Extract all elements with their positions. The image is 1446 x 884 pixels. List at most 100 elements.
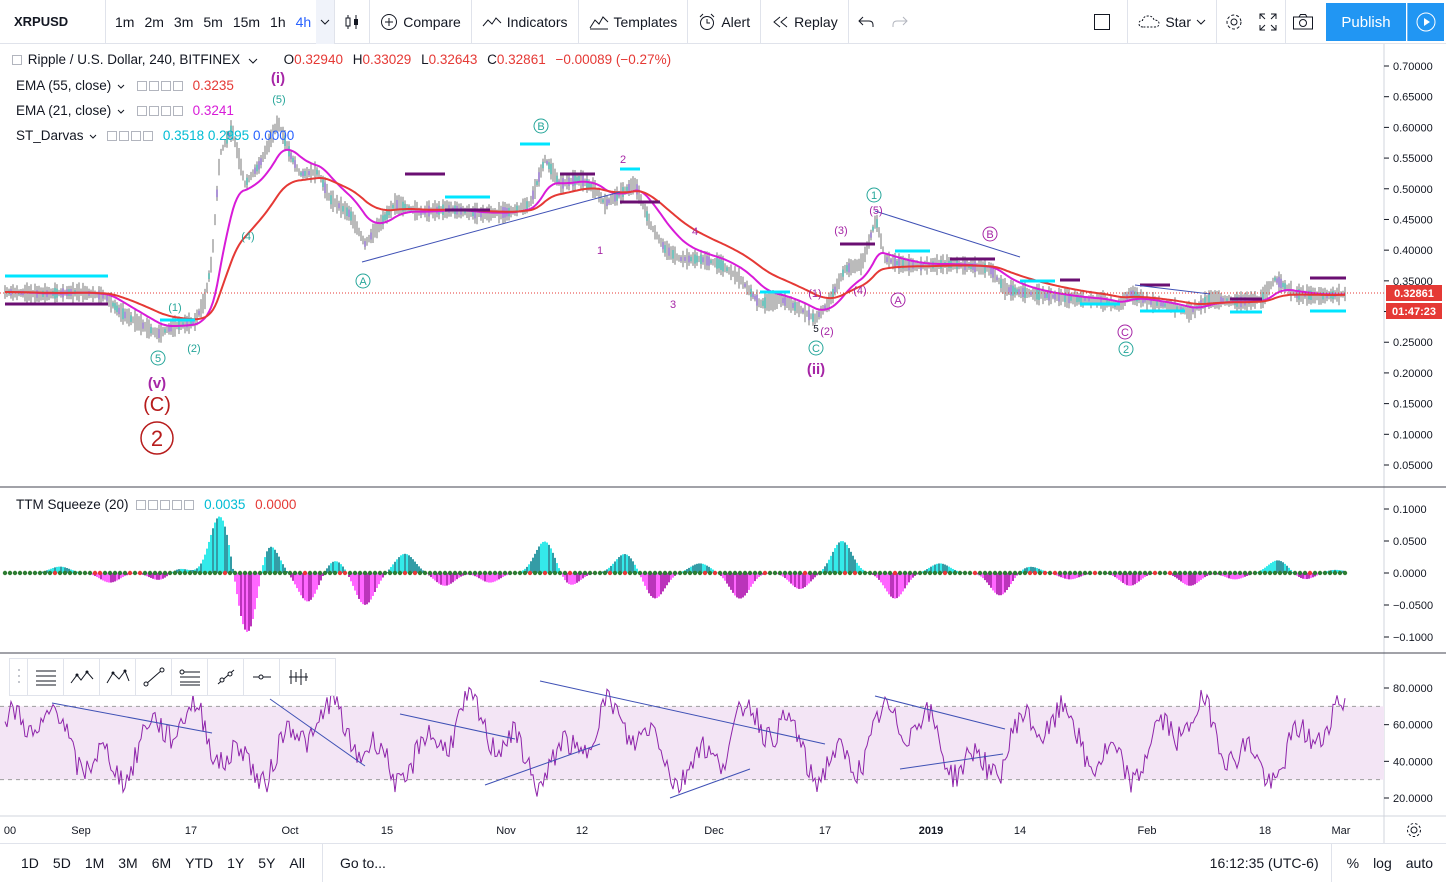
plus-icon[interactable] bbox=[160, 81, 171, 91]
range-6m[interactable]: 6M bbox=[151, 854, 172, 871]
interval-2m[interactable]: 2m bbox=[144, 13, 164, 30]
publish-button[interactable]: Publish bbox=[1326, 3, 1406, 41]
ttm-dot bbox=[132, 570, 138, 576]
ttm-dot bbox=[762, 570, 768, 576]
auto-toggle[interactable]: auto bbox=[1405, 854, 1433, 871]
ttm-dot bbox=[947, 570, 953, 576]
time-axis-label: Mar bbox=[1332, 825, 1351, 837]
redo-icon[interactable] bbox=[883, 0, 917, 44]
plus-icon[interactable] bbox=[160, 106, 171, 116]
plus-icon[interactable] bbox=[172, 500, 183, 510]
plus-icon[interactable] bbox=[131, 131, 142, 141]
horizontal-ray-icon[interactable] bbox=[244, 659, 280, 695]
camera-icon[interactable] bbox=[1286, 0, 1320, 44]
collapse-icon[interactable] bbox=[12, 55, 22, 65]
ttm-dot bbox=[912, 570, 918, 576]
interval-3m[interactable]: 3m bbox=[173, 13, 194, 30]
range-1y[interactable]: 1Y bbox=[227, 854, 245, 871]
ema21-legend[interactable]: EMA (21, close) 0.3241 bbox=[16, 103, 234, 118]
fib-retracement-icon[interactable] bbox=[172, 659, 208, 695]
close-icon[interactable] bbox=[172, 81, 183, 91]
eye-icon[interactable] bbox=[136, 106, 147, 116]
symbol-search[interactable]: XRPUSD bbox=[0, 0, 106, 44]
star-button[interactable]: Star bbox=[1128, 0, 1216, 44]
interval-15m[interactable]: 15m bbox=[232, 13, 261, 30]
ray-icon[interactable] bbox=[208, 659, 244, 695]
darvas-legend[interactable]: ST_Darvas 0.3518 0.2995 0.0000 bbox=[16, 128, 294, 143]
log-toggle[interactable]: log bbox=[1373, 854, 1392, 871]
goto-button[interactable]: Go to... bbox=[339, 854, 386, 871]
interval-1m[interactable]: 1m bbox=[115, 13, 135, 30]
gear-icon[interactable] bbox=[148, 500, 159, 510]
ttm-dot bbox=[582, 570, 588, 576]
gear-icon[interactable] bbox=[148, 106, 159, 116]
price-pane[interactable] bbox=[0, 115, 1384, 343]
symbol-legend[interactable]: Ripple / U.S. Dollar, 240, BITFINEX O0.3… bbox=[12, 52, 671, 67]
ttm-dot bbox=[1027, 570, 1033, 576]
ttm-dot bbox=[452, 570, 458, 576]
alert-label: Alert bbox=[721, 13, 751, 30]
gear-icon[interactable] bbox=[1217, 0, 1251, 44]
close-icon[interactable] bbox=[184, 500, 195, 510]
ttm-dot bbox=[1187, 570, 1193, 576]
ema55-legend[interactable]: EMA (55, close) 0.3235 bbox=[16, 78, 234, 93]
bars-pattern-icon[interactable] bbox=[280, 659, 316, 695]
ttm-dot bbox=[297, 570, 303, 576]
chevron-down-icon[interactable] bbox=[248, 58, 258, 64]
chevron-down-icon[interactable] bbox=[89, 134, 97, 140]
code-icon[interactable] bbox=[160, 500, 171, 510]
play-button[interactable] bbox=[1407, 3, 1444, 41]
ttm-squeeze-pane[interactable] bbox=[2, 516, 1348, 632]
fullscreen-icon[interactable] bbox=[1251, 0, 1285, 44]
ttm-dot bbox=[1037, 570, 1043, 576]
ttm-dot bbox=[907, 570, 913, 576]
range-1m[interactable]: 1M bbox=[84, 854, 105, 871]
gear-icon[interactable] bbox=[148, 81, 159, 91]
interval-dropdown-icon[interactable] bbox=[316, 0, 335, 44]
range-all[interactable]: All bbox=[289, 854, 305, 871]
alert-button[interactable]: Alert bbox=[688, 0, 760, 44]
eye-icon[interactable] bbox=[136, 81, 147, 91]
horizontal-lines-icon[interactable] bbox=[28, 659, 64, 695]
fullscreen-square-icon[interactable] bbox=[1085, 0, 1119, 44]
interval-5m[interactable]: 5m bbox=[203, 13, 223, 30]
ttm-dot bbox=[1317, 570, 1323, 576]
range-ytd[interactable]: YTD bbox=[185, 854, 214, 871]
ttm-dot bbox=[1057, 570, 1063, 576]
eye-icon[interactable] bbox=[136, 500, 147, 510]
gear-icon[interactable] bbox=[119, 131, 130, 141]
axis-settings-icon[interactable] bbox=[1407, 823, 1421, 837]
wave-label-5-circ: 5 bbox=[155, 353, 161, 365]
templates-button[interactable]: Templates bbox=[579, 0, 688, 44]
drag-handle-icon[interactable] bbox=[10, 659, 28, 695]
interval-1h[interactable]: 1h bbox=[270, 13, 286, 30]
wave-label-1-circ: 1 bbox=[871, 190, 877, 202]
compare-button[interactable]: Compare bbox=[370, 0, 471, 44]
chevron-down-icon[interactable] bbox=[117, 109, 125, 115]
ttm-legend[interactable]: TTM Squeeze (20) 0.0035 0.0000 bbox=[16, 497, 296, 512]
close-icon[interactable] bbox=[172, 106, 183, 116]
chevron-down-icon[interactable] bbox=[117, 84, 125, 90]
range-5y[interactable]: 5Y bbox=[258, 854, 276, 871]
rsi-pane[interactable] bbox=[0, 680, 1384, 799]
indicators-button[interactable]: Indicators bbox=[472, 0, 578, 44]
ttm-dot bbox=[647, 570, 653, 576]
range-1d[interactable]: 1D bbox=[21, 854, 39, 871]
percent-toggle[interactable]: % bbox=[1346, 854, 1360, 871]
trend-line-icon[interactable] bbox=[136, 659, 172, 695]
undo-icon[interactable] bbox=[849, 0, 883, 44]
eye-icon[interactable] bbox=[107, 131, 118, 141]
chart-canvas[interactable]: 0.70000 0.65000 0.60000 0.55000 0.50000 0.450… bbox=[0, 44, 1446, 844]
rsi-line bbox=[4, 686, 1346, 797]
ttm-dot bbox=[302, 570, 308, 576]
wave-12345-icon[interactable] bbox=[64, 659, 100, 695]
candles-icon[interactable] bbox=[335, 0, 369, 44]
wave-label-1a: (1) bbox=[168, 302, 181, 314]
wave-abc-icon[interactable] bbox=[100, 659, 136, 695]
ttm-dot bbox=[372, 570, 378, 576]
range-5d[interactable]: 5D bbox=[52, 854, 71, 871]
replay-button[interactable]: Replay bbox=[761, 0, 848, 44]
interval-4h[interactable]: 4h bbox=[295, 13, 312, 30]
range-3m[interactable]: 3M bbox=[118, 854, 138, 871]
close-icon[interactable] bbox=[143, 131, 154, 141]
